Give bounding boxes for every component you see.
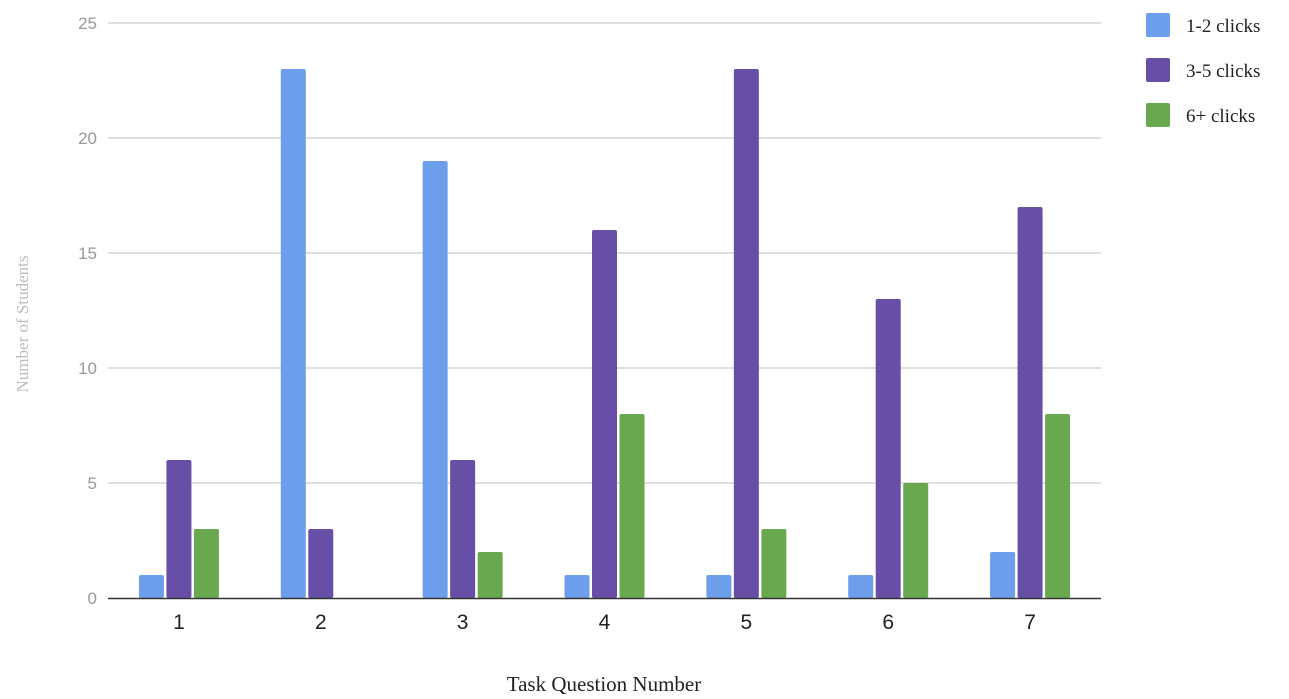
bar — [619, 414, 645, 598]
bar — [138, 575, 164, 598]
bar — [308, 529, 334, 598]
bar — [166, 460, 192, 598]
y-tick-label: 5 — [88, 474, 97, 493]
legend: 1-2 clicks 3-5 clicks 6+ clicks — [1146, 13, 1260, 127]
legend-swatch — [1146, 103, 1170, 127]
bar — [477, 552, 503, 598]
bar — [280, 69, 306, 598]
bar — [564, 575, 590, 598]
bar — [592, 230, 617, 598]
bar — [1017, 207, 1043, 598]
bars — [138, 69, 1071, 598]
bar — [875, 299, 901, 598]
x-tick-label: 1 — [173, 611, 185, 634]
x-tick-label: 6 — [882, 611, 894, 634]
y-tick-label: 25 — [78, 14, 97, 33]
legend-label: 3-5 clicks — [1186, 61, 1260, 82]
bar — [422, 161, 448, 598]
x-tick-label: 5 — [741, 611, 753, 634]
x-tick-label: 7 — [1024, 611, 1036, 634]
legend-swatch — [1146, 13, 1170, 37]
legend-label: 1-2 clicks — [1186, 16, 1260, 37]
y-tick-label: 10 — [78, 359, 97, 378]
bar — [990, 552, 1016, 598]
bar — [193, 529, 219, 598]
y-tick-label: 20 — [78, 129, 97, 148]
y-tick-label: 15 — [78, 244, 97, 263]
y-axis-label: Number of Students — [13, 256, 32, 393]
bar — [706, 575, 732, 598]
y-tick-labels: 0 5 10 15 20 25 — [78, 14, 97, 608]
bar — [1045, 414, 1071, 598]
bar — [450, 460, 476, 598]
x-tick-label: 4 — [599, 611, 611, 634]
bar — [903, 483, 929, 598]
legend-label: 6+ clicks — [1186, 106, 1255, 127]
x-tick-label: 3 — [457, 611, 469, 634]
bar — [733, 69, 759, 598]
x-axis-label: Task Question Number — [507, 672, 702, 694]
bar — [848, 575, 874, 598]
legend-swatch — [1146, 58, 1170, 82]
bar — [761, 529, 787, 598]
y-tick-label: 0 — [88, 589, 97, 608]
x-tick-label: 2 — [315, 611, 327, 634]
x-tick-labels: 1 2 3 4 5 6 7 — [173, 611, 1036, 634]
